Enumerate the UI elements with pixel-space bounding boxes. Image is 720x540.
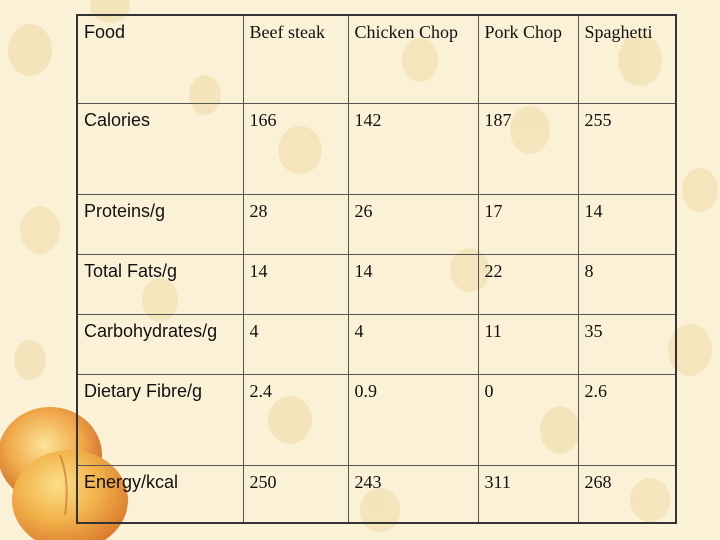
table-cell: 0 xyxy=(477,373,579,466)
header-cell: Spaghetti xyxy=(577,14,677,104)
row-label: Proteins/g xyxy=(76,193,244,255)
table-row: Energy/kcal 250 243 311 268 xyxy=(76,464,677,524)
table-cell: 26 xyxy=(347,193,479,255)
table-cell: 14 xyxy=(242,253,349,315)
row-label: Calories xyxy=(76,102,244,195)
table-row: Total Fats/g 14 14 22 8 xyxy=(76,253,677,315)
table-cell: 4 xyxy=(347,313,479,375)
table-cell: 311 xyxy=(477,464,579,524)
table-cell: 255 xyxy=(577,102,677,195)
table-cell: 166 xyxy=(242,102,349,195)
table-cell: 2.4 xyxy=(242,373,349,466)
header-cell: Chicken Chop xyxy=(347,14,479,104)
row-label: Energy/kcal xyxy=(76,464,244,524)
table-cell: 22 xyxy=(477,253,579,315)
table-cell: 142 xyxy=(347,102,479,195)
table-cell: 11 xyxy=(477,313,579,375)
table-cell: 250 xyxy=(242,464,349,524)
table-cell: 187 xyxy=(477,102,579,195)
table-header-row: Food Beef steak Chicken Chop Pork Chop S… xyxy=(76,14,677,104)
header-cell: Food xyxy=(76,14,244,104)
table-cell: 0.9 xyxy=(347,373,479,466)
table-row: Dietary Fibre/g 2.4 0.9 0 2.6 xyxy=(76,373,677,466)
table-cell: 14 xyxy=(347,253,479,315)
table-row: Carbohydrates/g 4 4 11 35 xyxy=(76,313,677,375)
table-cell: 28 xyxy=(242,193,349,255)
table-cell: 2.6 xyxy=(577,373,677,466)
header-cell: Beef steak xyxy=(242,14,349,104)
row-label: Total Fats/g xyxy=(76,253,244,315)
table-cell: 8 xyxy=(577,253,677,315)
row-label: Carbohydrates/g xyxy=(76,313,244,375)
table-cell: 14 xyxy=(577,193,677,255)
table-cell: 4 xyxy=(242,313,349,375)
table-cell: 35 xyxy=(577,313,677,375)
table-cell: 17 xyxy=(477,193,579,255)
header-cell: Pork Chop xyxy=(477,14,579,104)
table-cell: 243 xyxy=(347,464,479,524)
row-label: Dietary Fibre/g xyxy=(76,373,244,466)
table-cell: 268 xyxy=(577,464,677,524)
nutrition-table: Food Beef steak Chicken Chop Pork Chop S… xyxy=(76,14,677,524)
table-row: Proteins/g 28 26 17 14 xyxy=(76,193,677,255)
table-row: Calories 166 142 187 255 xyxy=(76,102,677,195)
